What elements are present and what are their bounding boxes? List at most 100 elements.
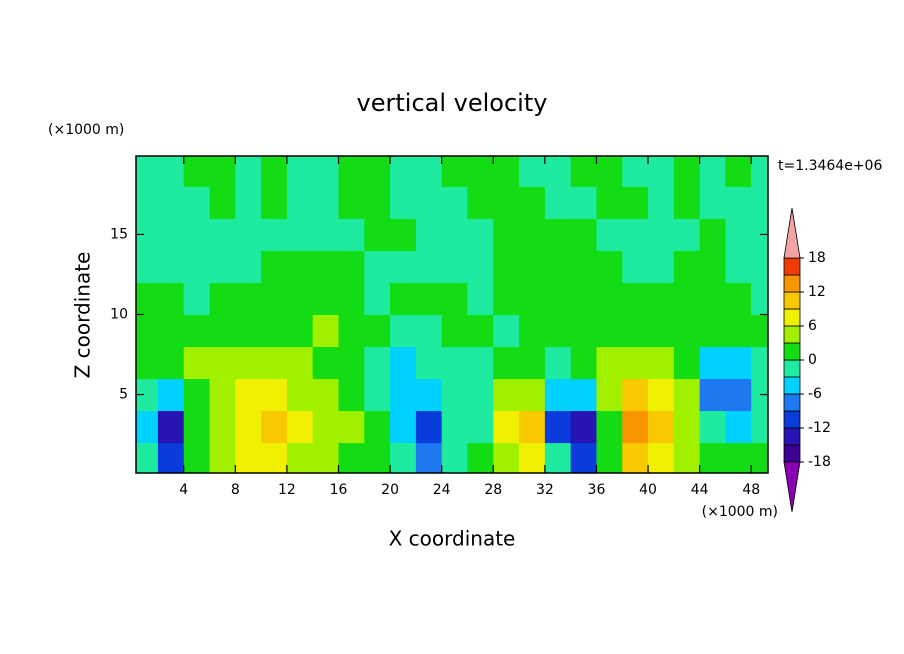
contour-cell bbox=[183, 346, 211, 380]
contour-cell bbox=[596, 282, 623, 315]
contour-cell bbox=[235, 378, 262, 412]
colorbar-label: 0 bbox=[808, 352, 817, 368]
contour-cell bbox=[467, 442, 494, 473]
contour-cell bbox=[519, 410, 546, 444]
contour-cell bbox=[390, 250, 417, 283]
contour-cell bbox=[157, 186, 185, 219]
contour-cell bbox=[364, 156, 391, 187]
contour-cell bbox=[441, 250, 468, 283]
contour-cell bbox=[415, 156, 443, 187]
contour-cell bbox=[673, 346, 701, 380]
contour-cell bbox=[136, 410, 159, 444]
contour-cell bbox=[699, 346, 726, 380]
contour-cell bbox=[338, 346, 365, 380]
contour-cell bbox=[209, 378, 236, 412]
contour-cell bbox=[415, 378, 443, 412]
contour-cell bbox=[751, 346, 768, 380]
contour-cell bbox=[570, 314, 597, 348]
colorbar-box bbox=[783, 308, 801, 327]
colorbar-high bbox=[783, 207, 801, 259]
contour-cell bbox=[235, 442, 262, 473]
contour-cell bbox=[338, 218, 365, 251]
contour-cell bbox=[286, 346, 314, 380]
contour-cell bbox=[570, 378, 597, 412]
colorbar-box bbox=[783, 359, 801, 378]
contour-cell bbox=[622, 282, 649, 315]
contour-cell bbox=[261, 314, 288, 348]
contour-cell bbox=[467, 218, 494, 251]
contour-cell bbox=[648, 346, 675, 380]
contour-cell bbox=[519, 442, 546, 473]
contour-cell bbox=[390, 346, 417, 380]
contour-cell bbox=[570, 346, 597, 380]
contour-cell bbox=[441, 314, 468, 348]
contour-cell bbox=[493, 156, 520, 187]
contour-cell bbox=[544, 378, 572, 412]
contour-cell bbox=[136, 314, 159, 348]
contour-cell bbox=[751, 250, 768, 283]
contour-cell bbox=[364, 218, 391, 251]
contour-cell bbox=[648, 410, 675, 444]
contour-cell bbox=[622, 410, 649, 444]
x-axis-label: X coordinate bbox=[389, 527, 516, 551]
contour-cell bbox=[493, 186, 520, 219]
contour-cell bbox=[544, 156, 572, 187]
contour-cell bbox=[441, 186, 468, 219]
contour-cell bbox=[467, 156, 494, 187]
contour-cell bbox=[157, 314, 185, 348]
contour-cell bbox=[338, 156, 365, 187]
contour-cell bbox=[467, 250, 494, 283]
contour-cell bbox=[338, 186, 365, 219]
contour-cell bbox=[312, 250, 339, 283]
colorbar-label: -18 bbox=[808, 454, 831, 470]
y-units: (×1000 m) bbox=[48, 122, 124, 138]
contour-cell bbox=[209, 442, 236, 473]
contour-cell bbox=[415, 410, 443, 444]
x-tick-label: 16 bbox=[330, 482, 348, 498]
contour-cell bbox=[751, 156, 768, 187]
x-tick-label: 20 bbox=[381, 482, 399, 498]
contour-cell bbox=[673, 282, 701, 315]
contour-cell bbox=[673, 186, 701, 219]
contour-cell bbox=[622, 442, 649, 473]
contour-cell bbox=[312, 186, 339, 219]
contour-cell bbox=[570, 442, 597, 473]
contour-cell bbox=[673, 378, 701, 412]
contour-cell bbox=[467, 346, 494, 380]
contour-cell bbox=[544, 410, 572, 444]
contour-cell bbox=[183, 218, 211, 251]
contour-cell bbox=[699, 250, 726, 283]
contour-cell bbox=[209, 346, 236, 380]
contour-cell bbox=[519, 378, 546, 412]
contour-cell bbox=[699, 186, 726, 219]
colorbar-box bbox=[783, 376, 801, 395]
contour-cell bbox=[493, 282, 520, 315]
colorbar-box bbox=[783, 274, 801, 293]
x-tick-label: 48 bbox=[742, 482, 760, 498]
contour-cell bbox=[570, 282, 597, 315]
contour-cell bbox=[286, 186, 314, 219]
contour-cell bbox=[183, 314, 211, 348]
contour-cell bbox=[699, 442, 726, 473]
x-tick-label: 4 bbox=[179, 482, 188, 498]
contour-cell bbox=[157, 346, 185, 380]
contour-cell bbox=[390, 314, 417, 348]
contour-cell bbox=[519, 156, 546, 187]
contour-cell bbox=[596, 314, 623, 348]
contour-cell bbox=[312, 156, 339, 187]
contour-cell bbox=[596, 442, 623, 473]
contour-cell bbox=[338, 410, 365, 444]
contour-cell bbox=[390, 186, 417, 219]
contour-cell bbox=[338, 314, 365, 348]
contour-cell bbox=[235, 186, 262, 219]
contour-cell bbox=[570, 410, 597, 444]
contour-cell bbox=[136, 346, 159, 380]
contour-cell bbox=[415, 282, 443, 315]
contour-cell bbox=[235, 410, 262, 444]
x-tick-label: 44 bbox=[691, 482, 709, 498]
contour-cell bbox=[235, 314, 262, 348]
contour-cell bbox=[622, 218, 649, 251]
contour-cell bbox=[209, 186, 236, 219]
contour-cell bbox=[519, 314, 546, 348]
contour-cell bbox=[415, 186, 443, 219]
